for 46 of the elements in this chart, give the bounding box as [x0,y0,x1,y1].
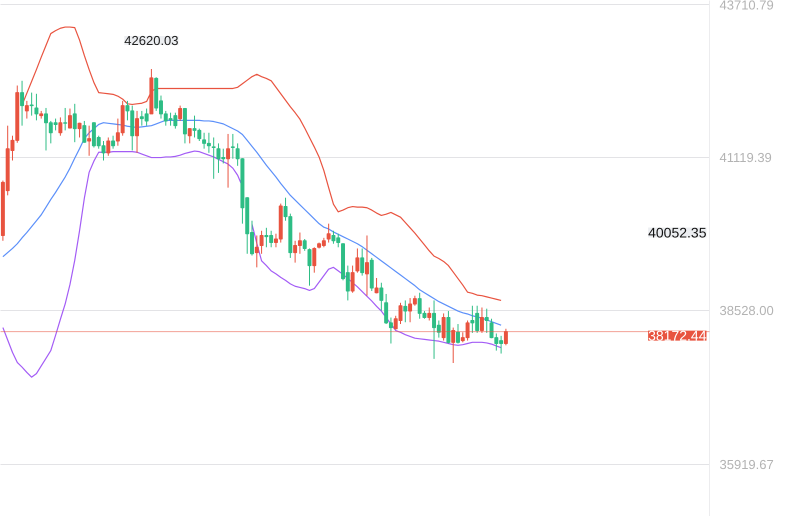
candlestick [403,300,408,323]
candlestick [58,116,62,136]
candlestick [456,324,460,344]
candlestick [188,128,192,144]
candlestick [350,265,355,294]
ref-line-label: 38172.44 [648,328,707,344]
candlestick [480,307,484,334]
y-tick-label: 41119.39 [720,150,772,166]
candlestick [302,238,307,252]
candlestick [308,248,312,286]
candlestick [254,234,259,268]
candlestick [135,110,140,154]
candlestick [379,282,384,311]
annotation: 40052.35 [648,224,707,240]
candlestick [78,122,82,138]
y-tick-label: 35919.67 [720,457,774,472]
candlestick [20,80,24,126]
candlestick [63,107,68,131]
candlestick [442,312,446,342]
candlestick [82,120,86,144]
candlestick [68,108,72,130]
line-series [21,26,502,302]
annotation: 42620.03 [124,32,179,48]
candlestick [504,328,508,346]
y-tick-label: 38528.00 [720,303,774,318]
candlestick [312,246,316,274]
candlestick [374,277,379,294]
y-tick-label: 43710.79 [720,0,774,12]
candlestick [87,125,92,156]
candlestick [360,248,364,276]
candlestick [24,100,29,120]
candlestick [230,133,235,160]
candlestick [34,93,38,121]
candlestick [226,133,230,188]
candlestick [106,136,110,156]
candlestick [30,92,34,116]
candlestick [178,105,182,122]
candlestick [484,308,489,334]
candlestick [212,136,216,180]
candlestick [111,135,116,150]
candlestick [326,223,331,244]
candlestick [427,307,432,321]
candlestick [355,248,360,274]
candlestick [451,327,456,364]
candlestick [260,230,264,254]
candlestick [364,234,369,296]
